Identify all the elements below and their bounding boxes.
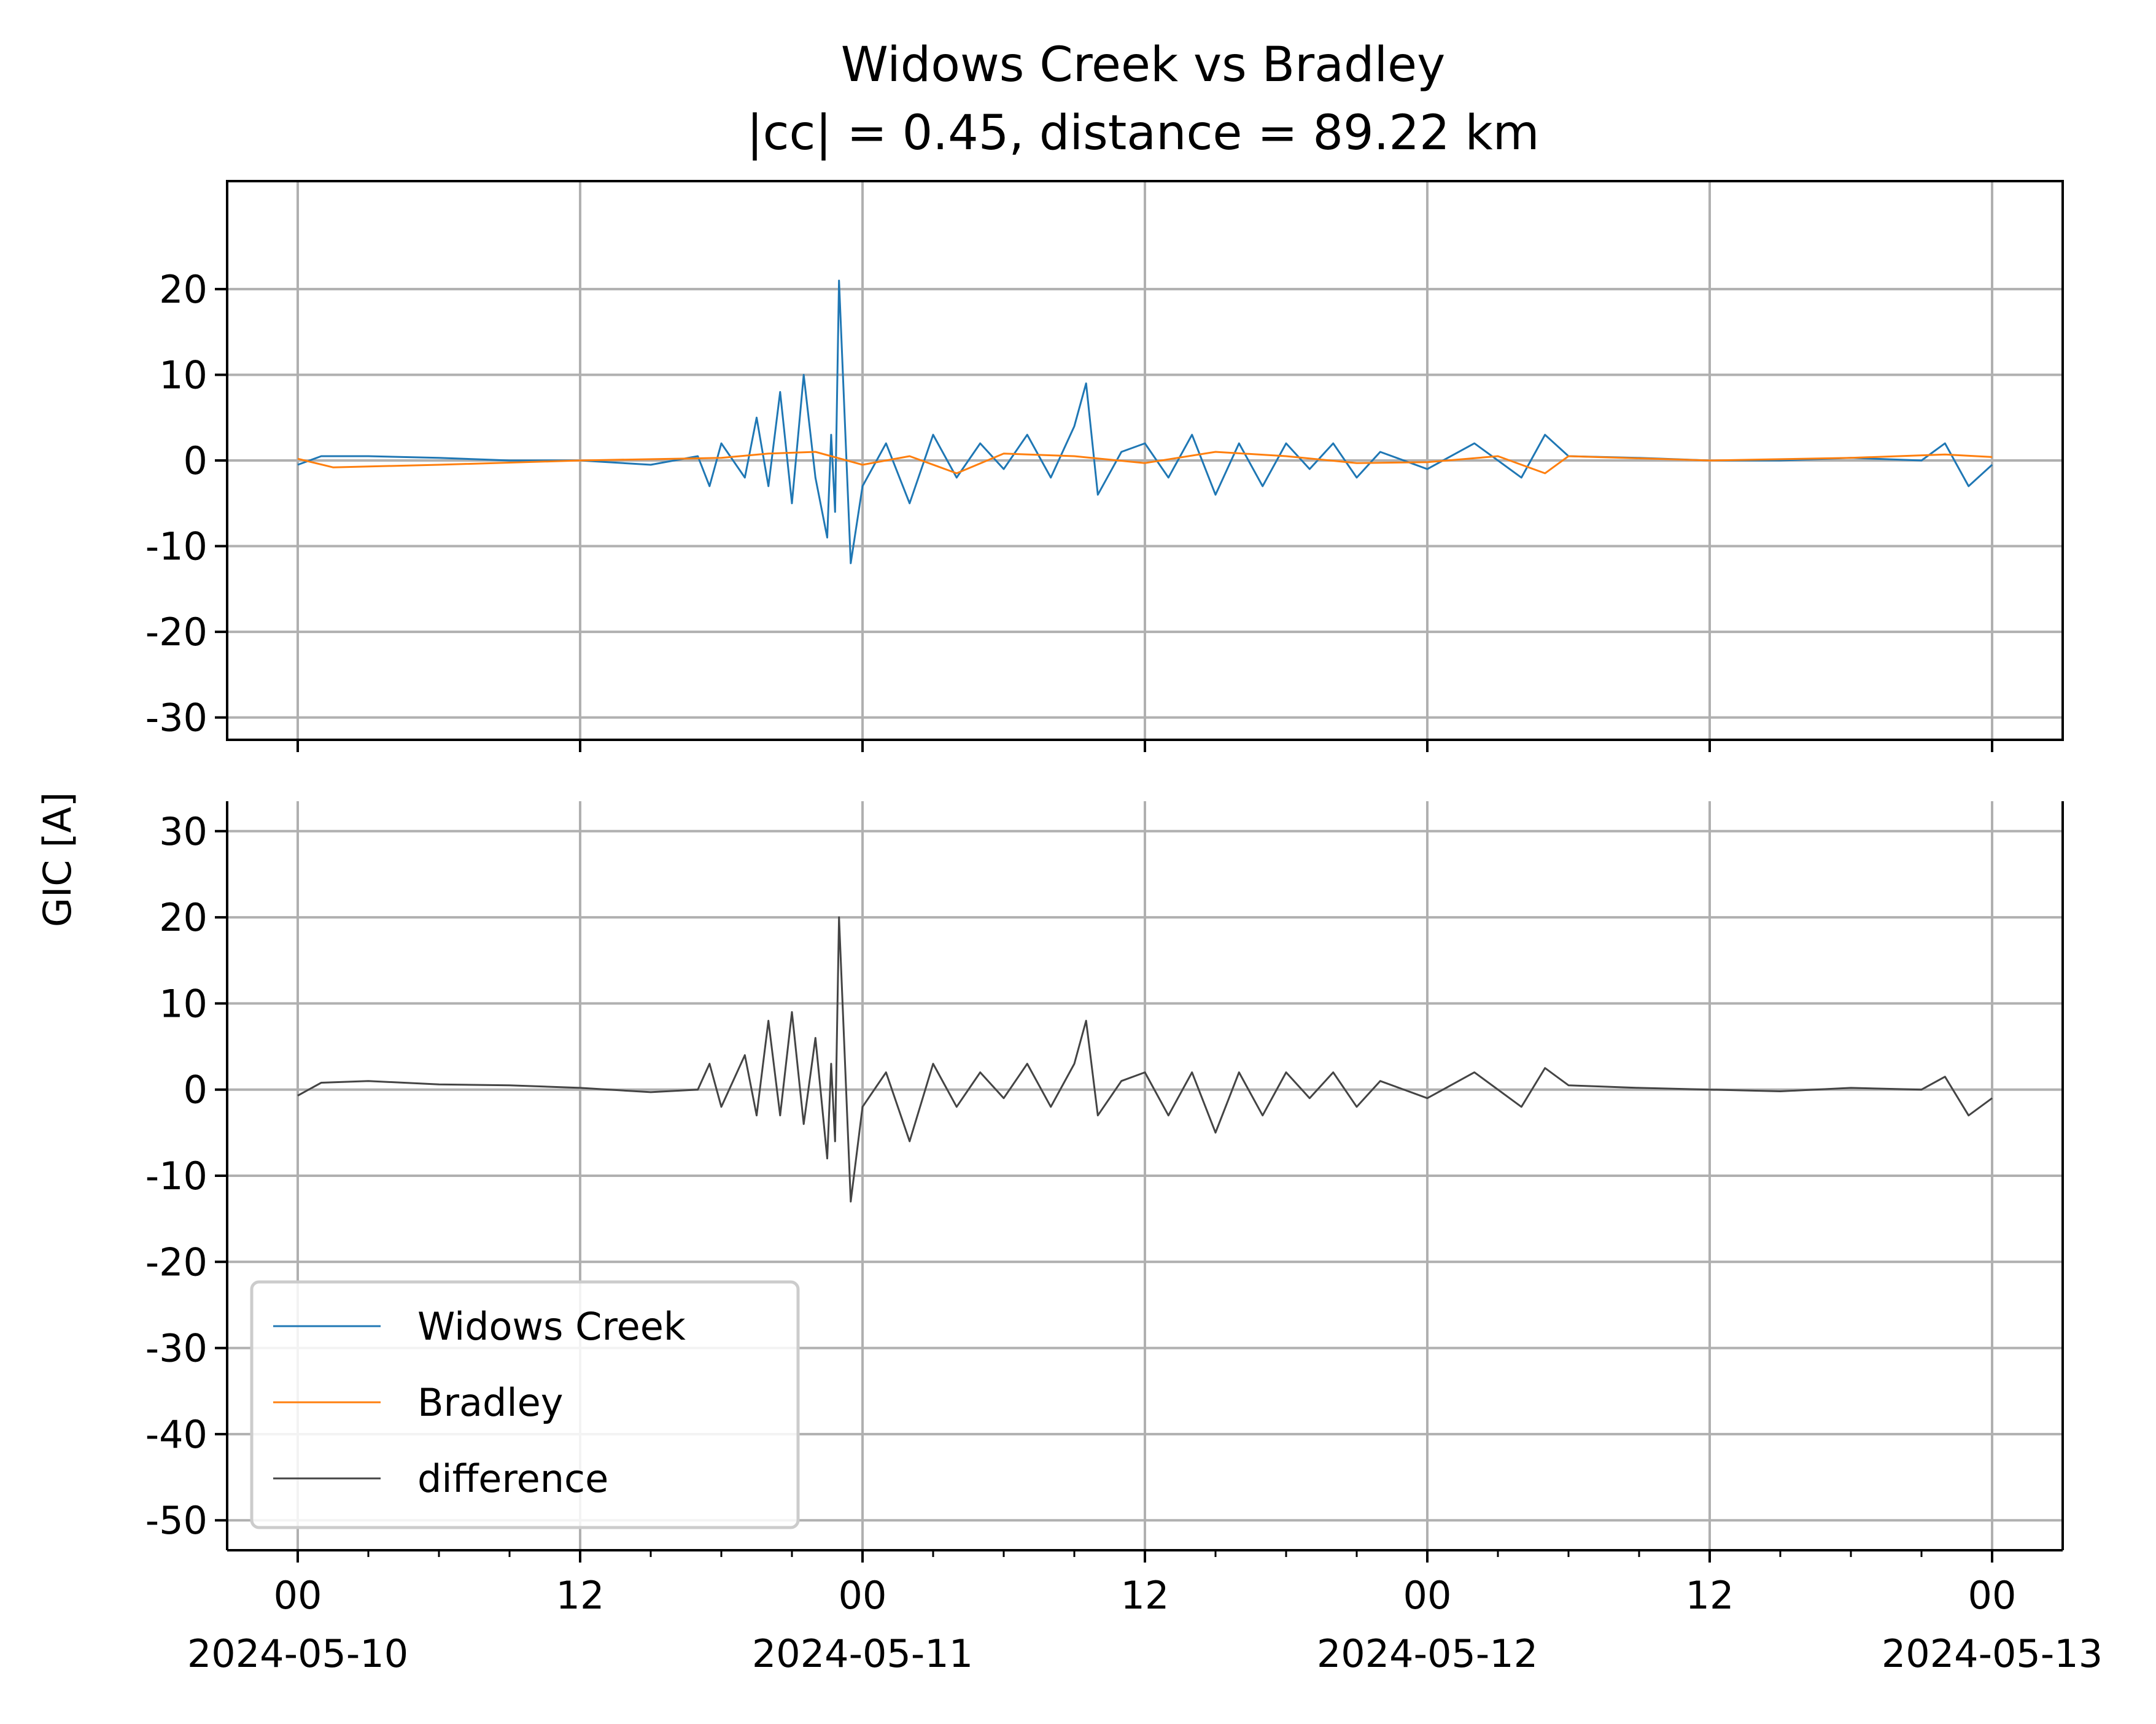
y-tick-label: -40 xyxy=(145,1412,207,1457)
y-axis-label: GIC [A] xyxy=(35,792,80,927)
x-tick-date-label: 2024-05-11 xyxy=(752,1631,973,1676)
y-tick-label: -50 xyxy=(145,1498,207,1543)
y-tick-label: 0 xyxy=(184,438,207,483)
y-tick-label: -10 xyxy=(145,524,207,569)
y-tick-label: 0 xyxy=(184,1068,207,1112)
series-line-widows-creek xyxy=(297,279,1993,564)
x-tick-label: 12 xyxy=(1121,1573,1169,1618)
x-tick-label: 00 xyxy=(274,1573,322,1618)
y-tick-label: 20 xyxy=(159,895,207,940)
x-tick-label: 00 xyxy=(1968,1573,2017,1618)
y-tick-label: 20 xyxy=(159,267,207,312)
series-line-difference xyxy=(297,916,1993,1203)
y-tick-label: 30 xyxy=(159,809,207,854)
y-tick-label: -20 xyxy=(145,1240,207,1284)
x-tick-date-label: 2024-05-13 xyxy=(1882,1631,2103,1676)
x-tick-label: 12 xyxy=(1686,1573,1734,1618)
y-tick-label: 10 xyxy=(159,352,207,397)
y-tick-label: -20 xyxy=(145,610,207,654)
bottom-series-lines xyxy=(297,916,1993,1203)
top-x-tick-marks xyxy=(297,740,1993,752)
top-series-lines xyxy=(297,279,1993,564)
y-tick-label: 10 xyxy=(159,981,207,1026)
legend-label-bradley: Bradley xyxy=(417,1380,563,1425)
x-tick-date-label: 2024-05-12 xyxy=(1317,1631,1538,1676)
legend-box xyxy=(250,1280,800,1529)
x-tick-label: 00 xyxy=(1403,1573,1452,1618)
x-tick-label: 12 xyxy=(556,1573,605,1618)
top-subplot: 20 10 0 -10 -20 -30 xyxy=(145,180,2064,752)
bottom-y-ticks: 30 20 10 0 -10 -20 -30 -40 -50 xyxy=(145,801,2064,1551)
x-tick-date-label: 2024-05-10 xyxy=(187,1631,408,1676)
chart-legend: Widows Creek Bradley difference xyxy=(250,1280,800,1529)
series-line-bradley xyxy=(297,451,1993,475)
y-tick-label: -30 xyxy=(145,1326,207,1371)
legend-label-difference: difference xyxy=(417,1456,608,1501)
chart-subtitle: |cc| = 0.45, distance = 89.22 km xyxy=(746,106,1539,161)
chart-title: Widows Creek vs Bradley xyxy=(841,37,1446,93)
y-tick-label: -10 xyxy=(145,1154,207,1198)
x-axis-ticks: 00 2024-05-10 12 00 2024-05-11 12 00 2024-05-12… xyxy=(187,1550,2103,1676)
y-tick-label: -30 xyxy=(145,696,207,740)
legend-label-widows-creek: Widows Creek xyxy=(417,1304,686,1349)
x-tick-label: 00 xyxy=(839,1573,887,1618)
